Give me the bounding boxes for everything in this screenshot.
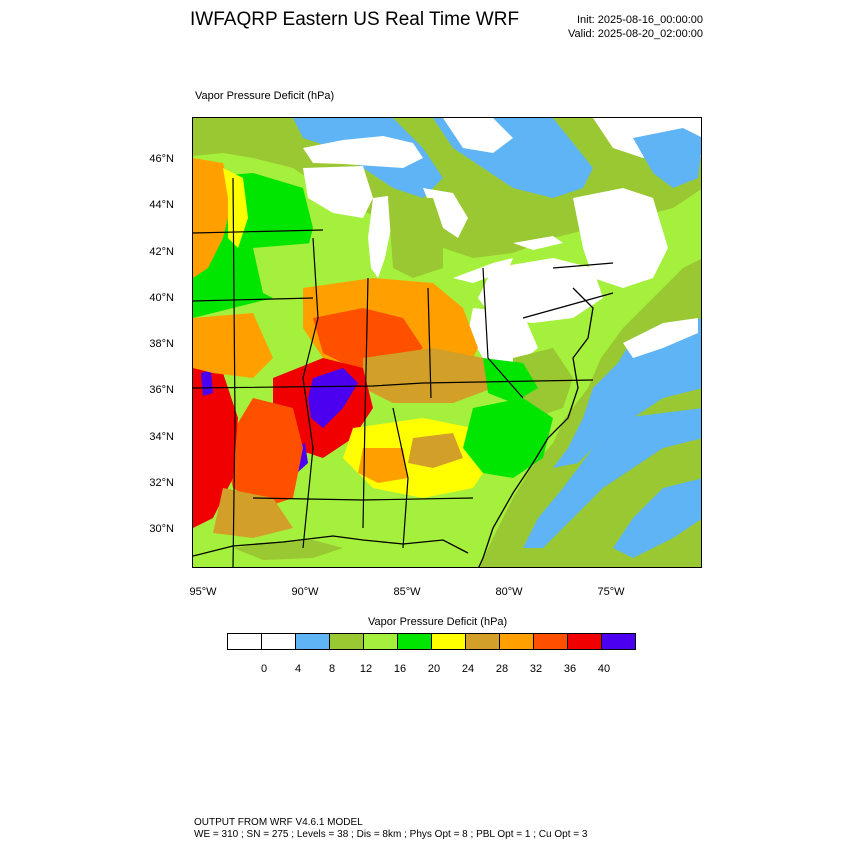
lat-label-36: 36°N: [149, 384, 174, 396]
lon-label-95: 95°W: [189, 586, 217, 598]
kentucky-orange: [363, 348, 493, 403]
legend-colorbar: [227, 633, 636, 651]
ocean-white-patch: [623, 318, 698, 358]
lake-ontario: [513, 236, 563, 250]
legend-swatch: [363, 633, 398, 650]
legend-title: Vapor Pressure Deficit (hPa): [368, 616, 508, 628]
legend-swatch: [261, 633, 296, 650]
lat-label-38: 38°N: [149, 338, 174, 350]
new-england-white: [573, 188, 668, 288]
plains-yellow: [223, 168, 248, 248]
legend-tick-label: 20: [427, 663, 441, 675]
plains-orange: [193, 158, 233, 278]
legend-swatch: [431, 633, 466, 650]
lon-label-90: 90°W: [291, 586, 319, 598]
vpd-map: [192, 117, 702, 568]
gulf-coast-lime: [293, 493, 473, 543]
lat-label-46: 46°N: [149, 153, 174, 165]
valid-time-label: Valid: 2025-08-20_02:00:00: [568, 28, 703, 40]
lat-label-44: 44°N: [149, 199, 174, 211]
ocean-blue-patch: [523, 408, 701, 548]
legend-tick-label: 8: [328, 663, 336, 675]
vpd-max-purple: [308, 368, 358, 428]
legend-swatch: [329, 633, 364, 650]
canada-white: [443, 118, 513, 153]
coastline: [478, 287, 594, 567]
lat-label-42: 42°N: [149, 246, 174, 258]
west-red: [193, 368, 238, 528]
lake-superior: [303, 136, 423, 168]
legend-swatch: [601, 633, 636, 650]
midwest-redorange: [313, 308, 423, 368]
lake-huron: [423, 188, 468, 238]
legend-tick-label: 24: [461, 663, 475, 675]
georgia-orange: [358, 448, 408, 483]
footer-config-info: WE = 310 ; SN = 275 ; Levels = 38 ; Dis …: [194, 829, 588, 840]
vpd-map-canvas: [193, 118, 701, 567]
lat-label-34: 34°N: [149, 431, 174, 443]
canada-blue: [633, 128, 701, 188]
legend-swatch: [567, 633, 602, 650]
arkansas-redorange: [223, 398, 303, 508]
lat-label-30: 30°N: [149, 523, 174, 535]
lon-label-75: 75°W: [597, 586, 625, 598]
lat-label-40: 40°N: [149, 292, 174, 304]
legend-swatch: [499, 633, 534, 650]
gulf-coastline: [193, 535, 469, 557]
legend-swatch: [465, 633, 500, 650]
ocean-blue-patch: [553, 318, 701, 468]
legend-tick-label: 28: [495, 663, 509, 675]
legend-swatch: [533, 633, 568, 650]
legend-tick-label: 32: [529, 663, 543, 675]
lake-michigan: [368, 196, 391, 278]
ocean-blue-patch: [613, 478, 701, 558]
footer-model-info: OUTPUT FROM WRF V4.6.1 MODEL: [194, 817, 363, 828]
map-subtitle: Vapor Pressure Deficit (hPa): [195, 90, 335, 102]
legend-tick-label: 40: [597, 663, 611, 675]
legend-swatch: [227, 633, 262, 650]
legend-tick-label: 4: [294, 663, 302, 675]
state-boundaries: [193, 177, 614, 567]
lon-label-80: 80°W: [495, 586, 523, 598]
wisconsin-white: [303, 166, 373, 218]
legend-swatch: [295, 633, 330, 650]
appalachian-green: [483, 358, 538, 403]
gulf-patch: [233, 540, 343, 560]
west-purple: [201, 370, 213, 396]
mid-atlantic-green: [513, 348, 573, 418]
carolina-goldenrod: [408, 433, 463, 468]
michigan-green: [388, 198, 443, 278]
west-orange: [193, 313, 273, 378]
southeast-green: [463, 398, 553, 478]
ny-pa-white: [478, 258, 603, 323]
legend-swatch: [397, 633, 432, 650]
legend-tick-label: 0: [260, 663, 268, 675]
chart-title: IWFAQRP Eastern US Real Time WRF: [190, 9, 520, 30]
lon-label-85: 85°W: [393, 586, 421, 598]
legend-tick-label: 16: [393, 663, 407, 675]
lat-label-32: 32°N: [149, 477, 174, 489]
legend-tick-label: 12: [359, 663, 373, 675]
init-time-label: Init: 2025-08-16_00:00:00: [577, 14, 703, 26]
legend-tick-label: 36: [563, 663, 577, 675]
